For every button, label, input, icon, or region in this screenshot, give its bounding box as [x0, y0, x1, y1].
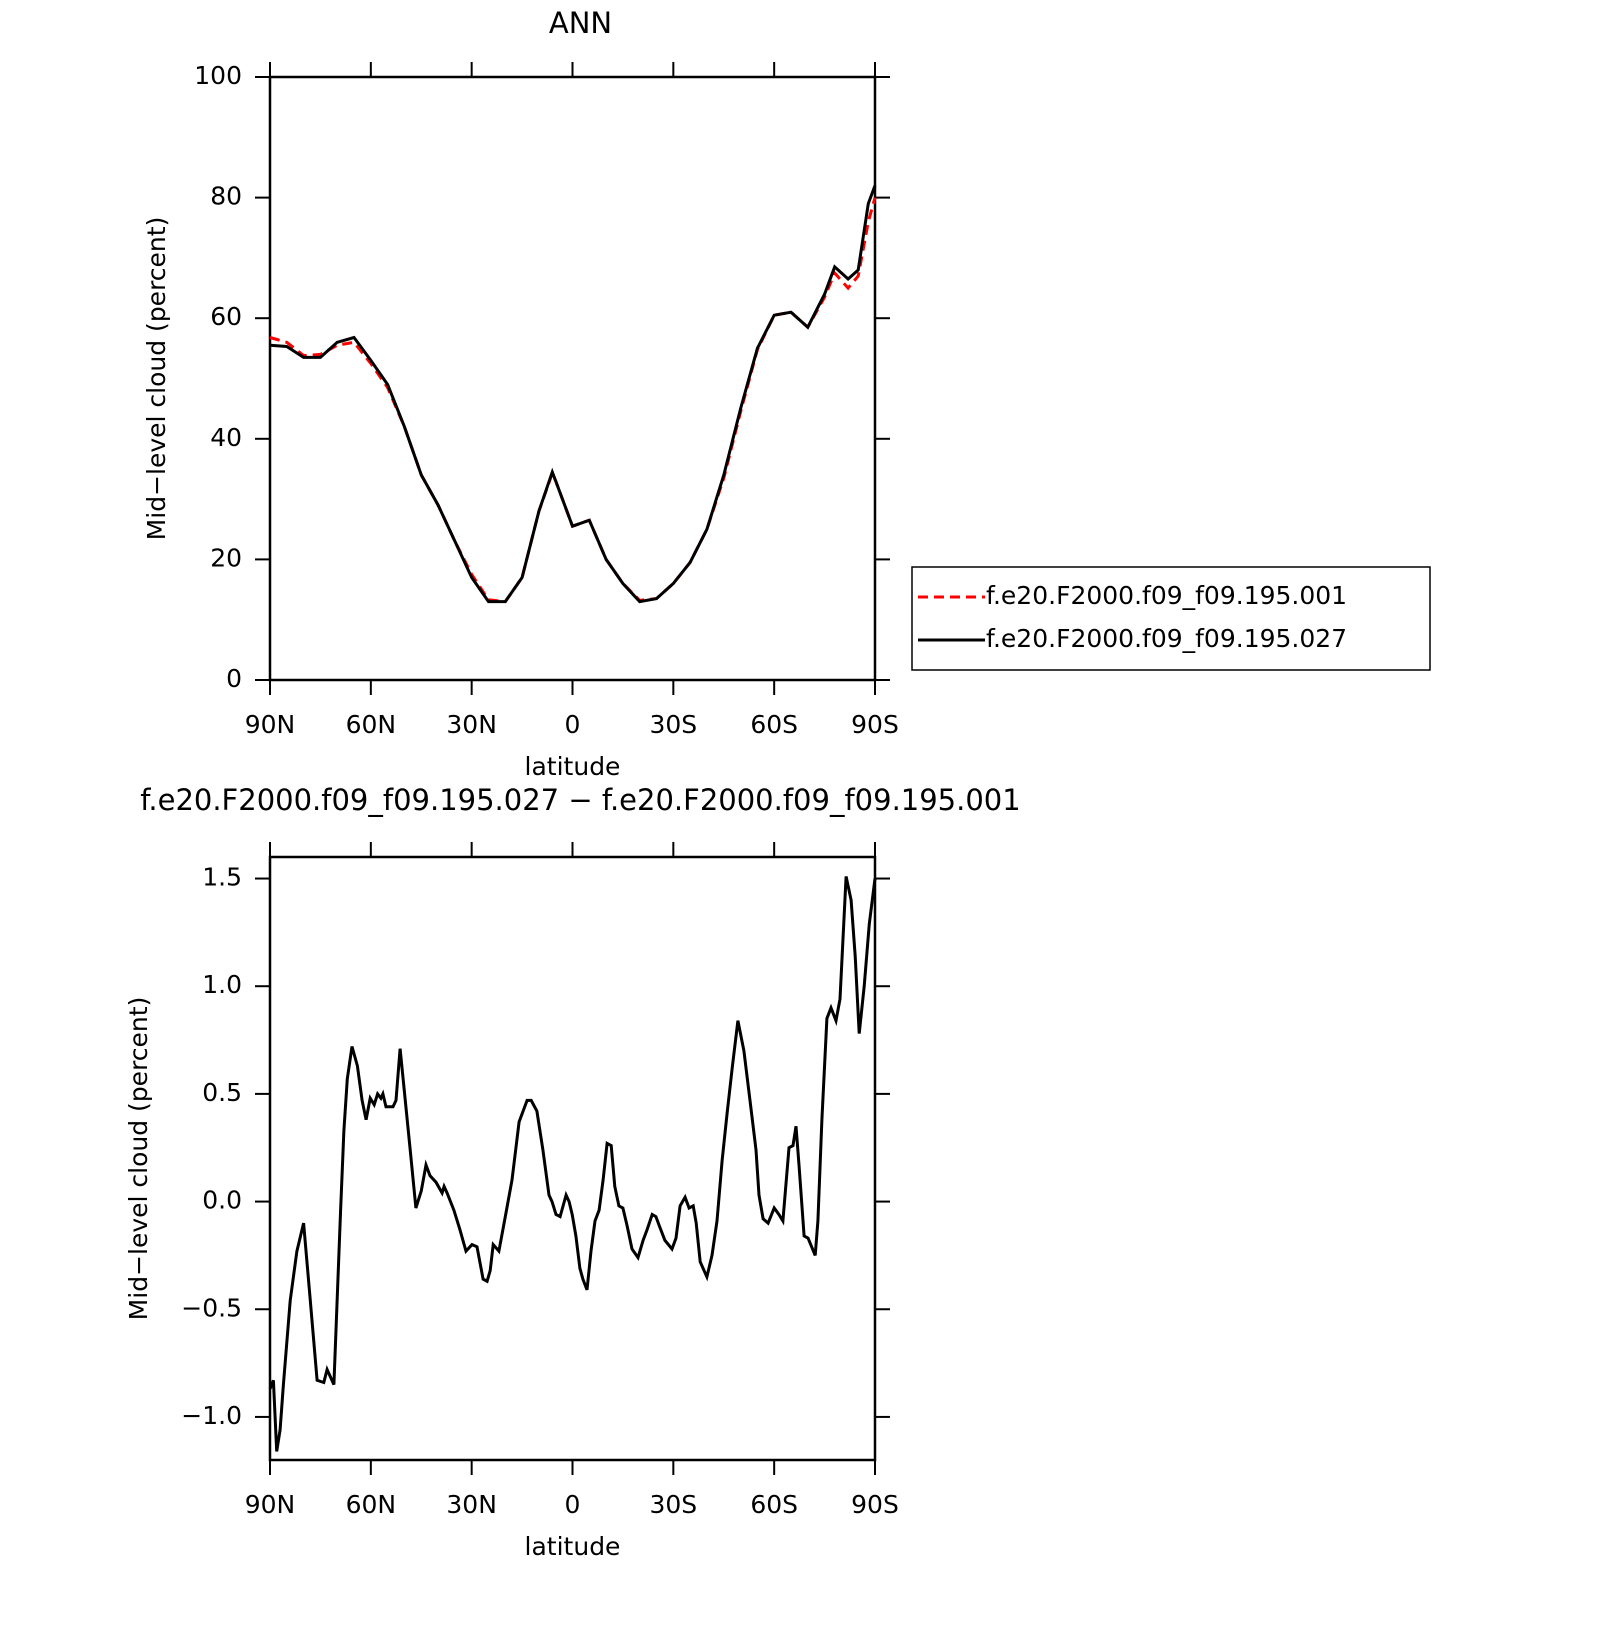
- legend-box: [911, 566, 1431, 671]
- x-tick-label: 60N: [346, 710, 397, 739]
- x-tick-label: 30N: [446, 710, 497, 739]
- y-tick-label: 100: [194, 61, 242, 90]
- data-line: [268, 876, 877, 1452]
- data-line: [269, 184, 877, 604]
- x-tick-label: 90S: [851, 710, 899, 739]
- x-tick-label: 60N: [346, 1490, 397, 1519]
- y-axis-label: Mid−level cloud (percent): [124, 997, 153, 1321]
- x-tick-label: 0: [565, 1490, 581, 1519]
- data-line: [269, 197, 877, 604]
- x-tick-label: 90N: [245, 1490, 296, 1519]
- x-tick-label: 90N: [245, 710, 296, 739]
- y-tick-label: 40: [210, 423, 242, 452]
- x-axis-label: latitude: [525, 752, 621, 781]
- x-tick-label: 60S: [750, 710, 798, 739]
- y-tick-label: −0.5: [181, 1293, 242, 1322]
- legend-label: f.e20.F2000.f09_f09.195.001: [986, 581, 1347, 610]
- chart-title: f.e20.F2000.f09_f09.195.027 − f.e20.F200…: [140, 783, 1020, 817]
- y-tick-label: 60: [210, 302, 242, 331]
- x-tick-label: 30S: [649, 1490, 697, 1519]
- x-axis-label: latitude: [525, 1532, 621, 1561]
- legend-label: f.e20.F2000.f09_f09.195.027: [986, 624, 1347, 653]
- y-axis-label: Mid−level cloud (percent): [142, 217, 171, 541]
- y-tick-label: 0: [226, 664, 242, 693]
- plot-frame: [268, 855, 877, 1462]
- y-tick-label: 80: [210, 182, 242, 211]
- y-tick-label: 0.0: [202, 1186, 242, 1215]
- x-tick-label: 30S: [649, 710, 697, 739]
- y-tick-label: −1.0: [181, 1401, 242, 1430]
- x-tick-label: 60S: [750, 1490, 798, 1519]
- x-tick-label: 90S: [851, 1490, 899, 1519]
- y-tick-label: 20: [210, 543, 242, 572]
- x-tick-label: 0: [565, 710, 581, 739]
- y-tick-label: 0.5: [202, 1078, 242, 1107]
- y-tick-label: 1.0: [202, 970, 242, 999]
- plot-frame: [268, 75, 877, 682]
- y-tick-label: 1.5: [202, 863, 242, 892]
- x-tick-label: 30N: [446, 1490, 497, 1519]
- chart-title: ANN: [549, 6, 612, 40]
